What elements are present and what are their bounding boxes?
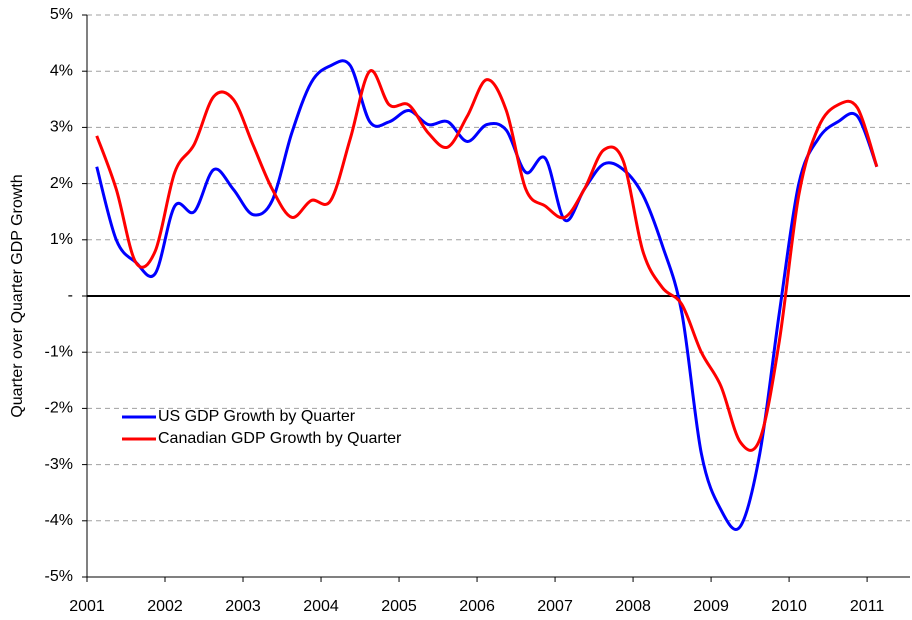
y-tick-label: 1%: [50, 231, 73, 248]
y-tick-label: -5%: [45, 568, 73, 585]
y-tick-label: -1%: [45, 343, 73, 360]
y-axis-label: Quarter over Quarter GDP Growth: [9, 174, 26, 417]
x-tick-label: 2003: [225, 598, 261, 615]
y-tick-label: -2%: [45, 400, 73, 417]
y-tick-label: -: [68, 287, 73, 304]
y-tick-label: 3%: [50, 119, 73, 136]
y-tick-label: 2%: [50, 175, 73, 192]
y-tick-label: 4%: [50, 62, 73, 79]
x-tick-label: 2001: [69, 598, 105, 615]
legend-label: Canadian GDP Growth by Quarter: [158, 430, 402, 447]
x-tick-label: 2011: [850, 598, 885, 615]
y-tick-label: -4%: [45, 512, 73, 529]
x-tick-label: 2010: [771, 598, 807, 615]
x-tick-label: 2006: [459, 598, 495, 615]
x-tick-label: 2004: [303, 598, 339, 615]
y-tick-label: -3%: [45, 456, 73, 473]
series-line: [95, 69, 879, 452]
x-tick-label: 2002: [147, 598, 183, 615]
y-tick-label: 5%: [50, 6, 73, 23]
series-line: [95, 59, 879, 531]
x-tick-label: 2009: [693, 598, 729, 615]
x-tick-label: 2005: [381, 598, 417, 615]
x-tick-label: 2008: [615, 598, 651, 615]
x-tick-label: 2007: [537, 598, 573, 615]
legend-label: US GDP Growth by Quarter: [158, 408, 356, 425]
